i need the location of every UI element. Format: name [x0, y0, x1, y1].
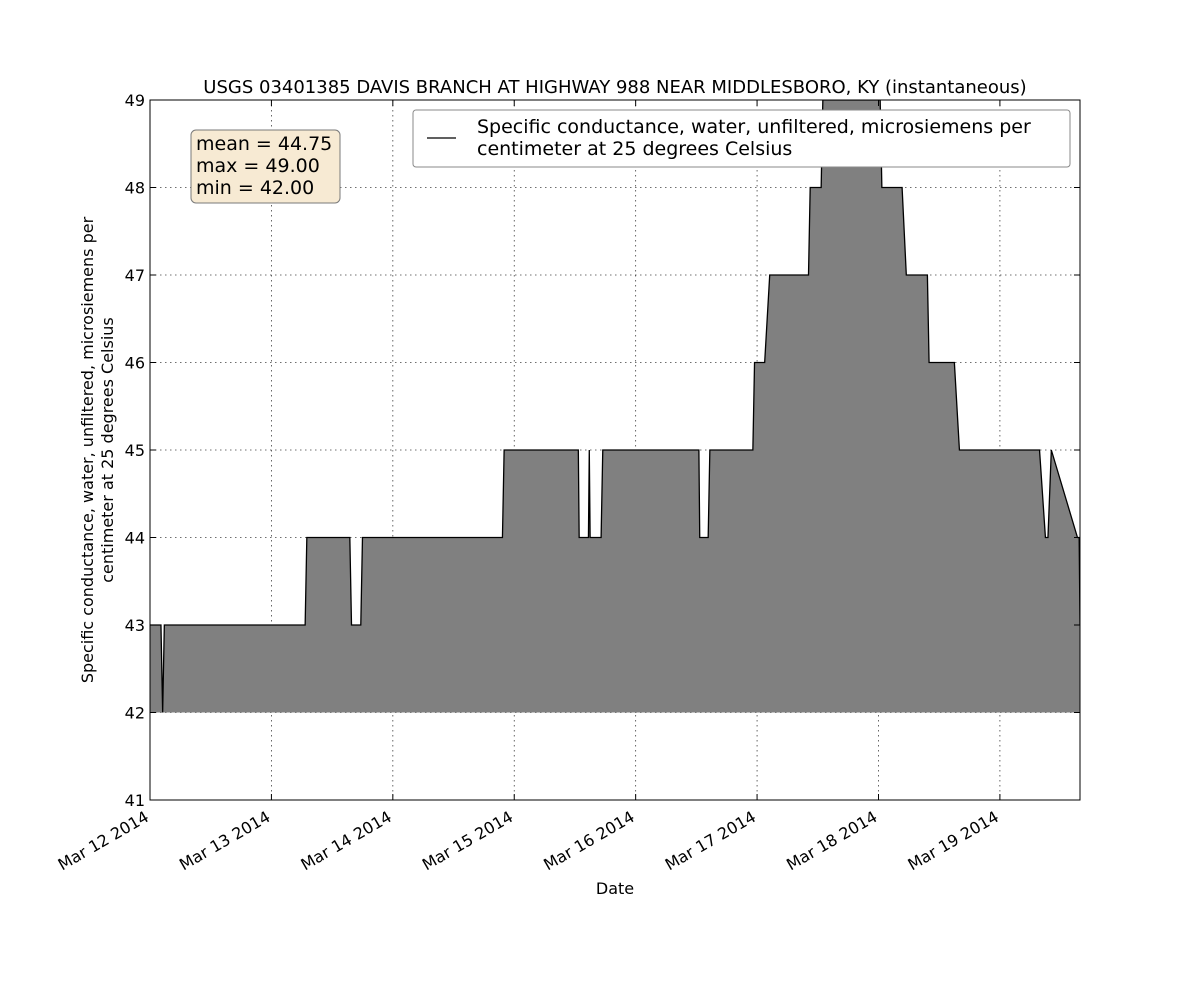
legend: Specific conductance, water, unfiltered,…: [412, 109, 1071, 168]
y-tick-label: 44: [125, 529, 145, 548]
stats-mean: mean = 44.75: [196, 133, 332, 155]
series-area-fill: [150, 100, 1080, 713]
y-tick-label: 43: [125, 616, 145, 635]
y-tick-label: 42: [125, 704, 145, 723]
data-area: [150, 100, 1080, 713]
stats-box-background: [190, 129, 341, 204]
y-axis-ticks: 41 42 43 44 45 46 47 48 49: [125, 91, 1080, 810]
y-tick-label: 45: [125, 441, 145, 460]
y-axis-label: Specific conductance, water, unfiltered,…: [78, 216, 117, 683]
legend-entry-line-1: Specific conductance, water, unfiltered,…: [477, 116, 1031, 138]
series-line: [150, 100, 1080, 713]
legend-box: [412, 109, 1071, 168]
y-tick-label: 49: [125, 91, 145, 110]
y-tick-label: 47: [125, 266, 145, 285]
stats-box: mean = 44.75 max = 49.00 min = 42.00: [190, 129, 341, 204]
chart-title: USGS 03401385 DAVIS BRANCH AT HIGHWAY 98…: [203, 77, 1026, 98]
y-tick-label: 41: [125, 791, 145, 810]
x-axis-label: Date: [596, 879, 634, 898]
legend-entry-line-2: centimeter at 25 degrees Celsius: [477, 138, 792, 160]
stats-min: min = 42.00: [196, 177, 314, 199]
y-tick-label: 46: [125, 354, 145, 373]
y-axis-label-line-1: Specific conductance, water, unfiltered,…: [78, 216, 97, 683]
y-axis-label-line-2: centimeter at 25 degrees Celsius: [98, 317, 117, 583]
y-tick-label: 48: [125, 179, 145, 198]
stats-max: max = 49.00: [196, 155, 320, 177]
